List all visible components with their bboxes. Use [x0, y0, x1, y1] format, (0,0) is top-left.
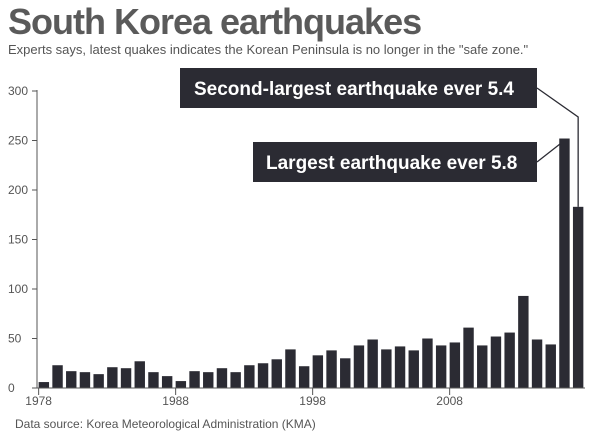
- data-source: Data source: Korea Meteorological Admini…: [15, 417, 316, 431]
- bar: [120, 368, 132, 388]
- x-tick-label: 2008: [436, 394, 463, 408]
- chart-title: South Korea earthquakes: [8, 1, 422, 42]
- callout-largest-leader: [536, 140, 565, 163]
- callout-second-largest-box: [180, 68, 537, 108]
- bar: [545, 344, 556, 388]
- callout-largest-box: [253, 142, 537, 182]
- bar: [148, 372, 159, 388]
- callout-second-largest-leader: [536, 87, 579, 207]
- y-tick-label: 150: [8, 233, 28, 247]
- bar: [66, 371, 77, 388]
- callout-second-largest-text: Second-largest earthquake ever 5.4: [194, 79, 514, 100]
- bar: [394, 346, 406, 388]
- bar: [230, 372, 241, 388]
- bar: [463, 327, 474, 388]
- bar: [490, 336, 502, 388]
- bar: [271, 359, 282, 388]
- bar: [340, 358, 351, 388]
- x-tick-label: 1998: [299, 394, 326, 408]
- bar: [38, 382, 50, 388]
- bar: [134, 361, 145, 388]
- callout-largest-text: Largest earthquake ever 5.8: [266, 153, 517, 174]
- bar: [422, 338, 433, 388]
- bar: [559, 138, 570, 388]
- bar: [504, 332, 515, 388]
- bars: [38, 138, 584, 388]
- bar: [285, 349, 296, 388]
- bar: [203, 372, 214, 388]
- bar: [353, 345, 365, 388]
- bar: [161, 376, 173, 388]
- x-tick-label: 1978: [25, 394, 52, 408]
- bar: [572, 206, 584, 388]
- chart-subtitle: Experts says, latest quakes indicates th…: [8, 42, 529, 57]
- y-axis: 0 50 100 150 200 250 300: [8, 84, 38, 395]
- callout-second-largest: Second-largest earthquake ever 5.4: [180, 68, 579, 207]
- bar: [79, 372, 91, 388]
- annotations: Second-largest earthquake ever 5.4 Large…: [180, 68, 579, 207]
- bar: [381, 349, 392, 388]
- bar: [216, 368, 228, 388]
- bar: [189, 371, 200, 388]
- bar: [257, 363, 269, 388]
- bar: [298, 366, 310, 388]
- y-tick-label: 100: [8, 282, 28, 296]
- x-tick-label: 1988: [162, 394, 189, 408]
- bar: [449, 342, 461, 388]
- bar: [93, 374, 104, 388]
- bar: [244, 365, 255, 388]
- bar: [408, 350, 419, 388]
- bar: [312, 355, 324, 388]
- bar: [477, 345, 488, 388]
- y-tick-label: 200: [8, 183, 28, 197]
- y-tick-label: 300: [8, 84, 28, 98]
- bar: [326, 350, 337, 388]
- y-tick-label: 250: [8, 134, 28, 148]
- bar: [367, 339, 378, 388]
- x-axis: 1978 1988 1998 2008: [25, 387, 585, 408]
- bar: [518, 295, 529, 388]
- callout-largest: Largest earthquake ever 5.8: [253, 140, 565, 182]
- y-tick-label: 50: [8, 332, 22, 346]
- bar: [435, 345, 447, 388]
- bar: [175, 381, 187, 388]
- bar: [52, 365, 63, 388]
- bar: [531, 339, 543, 388]
- y-tick-label: 0: [8, 381, 15, 395]
- bar: [107, 367, 118, 388]
